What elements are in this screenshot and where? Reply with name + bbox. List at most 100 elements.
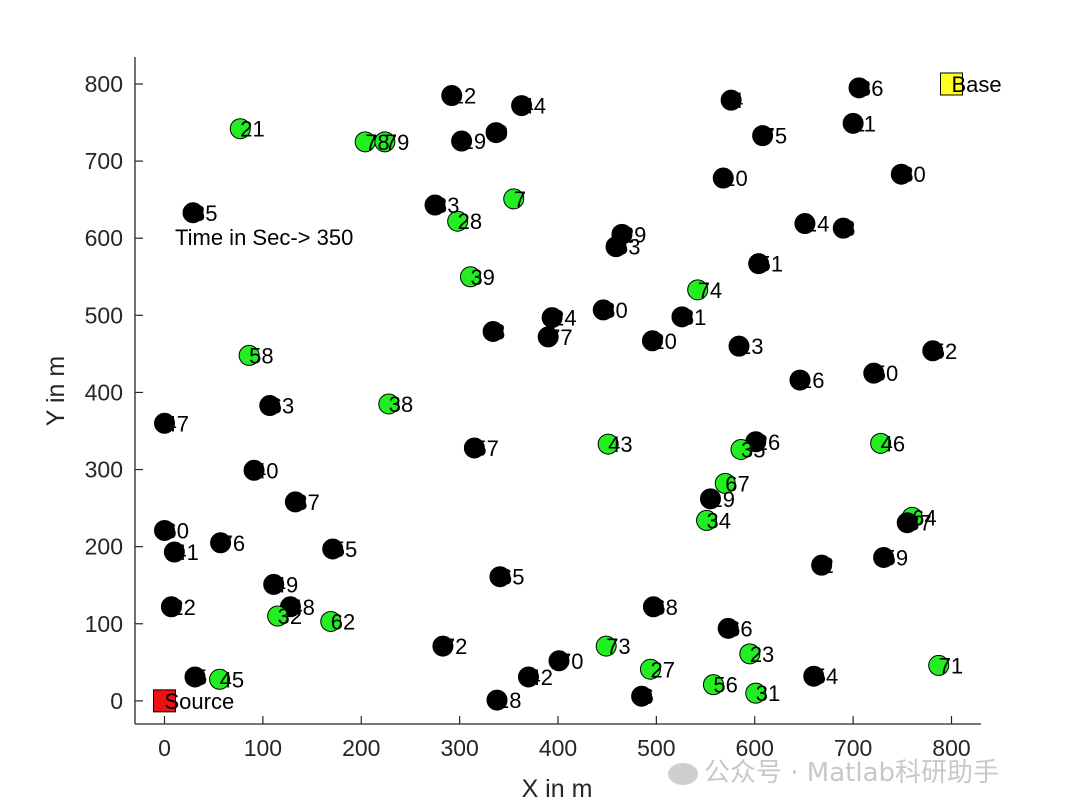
node-label: 87 [907, 511, 931, 536]
node-label: 36 [859, 76, 883, 101]
y-tick-label: 400 [85, 379, 123, 405]
node-label: 78 [365, 130, 389, 155]
x-tick-label: 800 [932, 735, 970, 761]
node-label: 76 [221, 531, 245, 556]
node-marker-dead [432, 635, 454, 657]
node-marker-dead [922, 340, 944, 362]
node-marker-alive [928, 654, 950, 676]
node-marker-dead [890, 163, 912, 185]
base-label: Base [951, 72, 1001, 97]
node-label: 80 [901, 162, 925, 187]
axes: 0 100 200 300 400 500 600 700 800 0 100 200 300 400 50… [85, 57, 981, 761]
node-label: 65 [500, 565, 524, 590]
wechat-icon [668, 762, 698, 785]
x-tick-label: 200 [342, 735, 380, 761]
node-label: 62 [331, 609, 355, 634]
node-marker-dead [848, 77, 870, 99]
node-marker-alive [229, 118, 251, 140]
node-marker-alive [320, 610, 342, 632]
node-label: 49 [274, 572, 298, 597]
y-tick-label: 200 [85, 534, 123, 560]
node-label: 10 [723, 166, 747, 191]
node-marker-dead [671, 306, 693, 328]
node-marker-alive [267, 605, 289, 627]
x-axis-label: X in m [522, 775, 593, 803]
node-label: 70 [559, 649, 583, 674]
node-marker-alive [447, 210, 469, 232]
node-marker-dead [548, 650, 570, 672]
node-label: 32 [278, 604, 302, 629]
node-label: 22 [171, 595, 195, 620]
node-label: 46 [881, 431, 905, 456]
node-label: 56 [713, 673, 737, 698]
node-label: 38 [389, 392, 413, 417]
node-marker-dead [832, 217, 854, 239]
node-marker-dead [605, 236, 627, 258]
node-label: 52 [933, 339, 957, 364]
node-label: 75 [763, 124, 787, 149]
node-label: 2 [822, 553, 834, 578]
y-tick-label: 300 [85, 457, 123, 483]
node-label: 18 [497, 688, 521, 713]
node-marker-dead [463, 437, 485, 459]
node-marker-dead [322, 538, 344, 560]
x-tick-label: 400 [539, 735, 577, 761]
node-marker-alive [730, 438, 752, 460]
time-annotation: Time in Sec-> 350 [175, 225, 353, 250]
node-marker-dead [184, 666, 206, 688]
node-label: 39 [470, 265, 494, 290]
node-marker-dead [486, 689, 508, 711]
node-label: 72 [443, 634, 467, 659]
y-tick-label: 0 [110, 688, 123, 714]
node-label: 85 [193, 201, 217, 226]
node-marker-dead [210, 532, 232, 554]
node-marker-dead [441, 85, 463, 107]
node-label: 28 [458, 209, 482, 234]
node-label: 37 [295, 490, 319, 515]
node-marker-alive [503, 188, 525, 210]
node-label: 42 [528, 665, 552, 690]
node-label: 79 [385, 130, 409, 155]
node-marker-dead [717, 617, 739, 639]
node-label: 47 [165, 411, 189, 436]
node-label: 35 [741, 437, 765, 462]
node-label: 26 [756, 430, 780, 455]
node-marker-dead [720, 89, 742, 111]
node-label: 5 [195, 665, 207, 690]
node-label: 55 [333, 537, 357, 562]
node-marker-dead [592, 299, 614, 321]
node-label: 3 [843, 216, 855, 241]
node-label: 12 [452, 84, 476, 109]
node-marker-alive [238, 344, 260, 366]
node-label: 11 [853, 111, 876, 136]
node-label: 19 [462, 129, 486, 154]
node-marker-alive [639, 658, 661, 680]
node-label: 66 [728, 616, 752, 641]
node-marker-dead [482, 321, 504, 343]
node-marker-alive [595, 635, 617, 657]
node-label: 71 [939, 653, 963, 678]
node-label: 58 [249, 343, 273, 368]
node-marker-dead [873, 546, 895, 568]
node-marker-alive [374, 131, 396, 153]
node-label: 43 [608, 432, 632, 457]
node-marker-alive [714, 472, 736, 494]
node-label: 19 [710, 487, 734, 512]
node-label: 6 [642, 684, 654, 709]
node-marker-dead [154, 412, 176, 434]
node-marker-dead [631, 685, 653, 707]
x-tick-label: 600 [736, 735, 774, 761]
node-label: 73 [606, 634, 630, 659]
node-label: 77 [548, 325, 572, 350]
node-label: 14 [805, 212, 829, 237]
node-label: 23 [750, 642, 774, 667]
node-label: 9 [496, 121, 508, 146]
node-marker-dead [641, 330, 663, 352]
node-label: 45 [220, 667, 244, 692]
node-marker-dead [489, 566, 511, 588]
node-marker-dead [699, 488, 721, 510]
node-marker-alive [702, 674, 724, 696]
node-label: 30 [603, 298, 627, 323]
node-label: 16 [800, 368, 824, 393]
